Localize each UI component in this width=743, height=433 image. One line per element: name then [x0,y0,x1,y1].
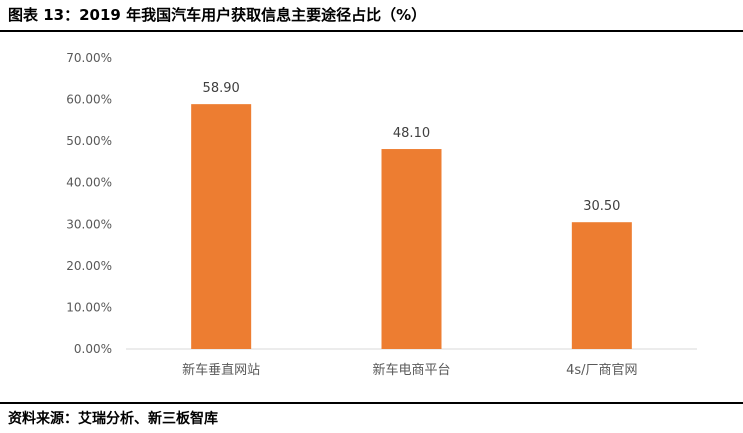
y-tick-label: 30.00% [66,217,112,231]
y-tick-label: 60.00% [66,93,112,107]
y-tick-label: 10.00% [66,300,112,314]
category-label: 新车电商平台 [372,362,450,378]
source-note: 资料来源：艾瑞分析、新三板智库 [8,411,218,427]
bars [191,104,632,349]
data-label: 58.90 [203,81,240,96]
bar [191,104,252,349]
figure-title: 图表 13：2019 年我国汽车用户获取信息主要途径占比（%） [8,6,427,24]
y-tick-label: 50.00% [66,134,112,148]
category-label: 4s/厂商官网 [566,362,637,378]
y-tick-label: 40.00% [66,176,112,190]
category-label: 新车垂直网站 [182,362,260,378]
bar [571,222,632,349]
bottom-rule [0,402,743,404]
data-labels: 58.90 48.10 30.50 [203,81,621,214]
y-tick-label: 20.00% [66,259,112,273]
category-labels: 新车垂直网站 新车电商平台 4s/厂商官网 [182,362,637,378]
bar-chart: 0.00% 10.00% 20.00% 30.00% 40.00% 50.00% 60.00… [66,51,697,378]
bar [381,149,442,349]
y-tick-label: 0.00% [74,342,112,356]
data-label: 48.10 [393,126,430,141]
y-axis-ticks: 0.00% 10.00% 20.00% 30.00% 40.00% 50.00% 60.00… [66,51,112,356]
top-rule [0,30,743,32]
data-label: 30.50 [583,199,620,214]
y-tick-label: 70.00% [66,51,112,65]
